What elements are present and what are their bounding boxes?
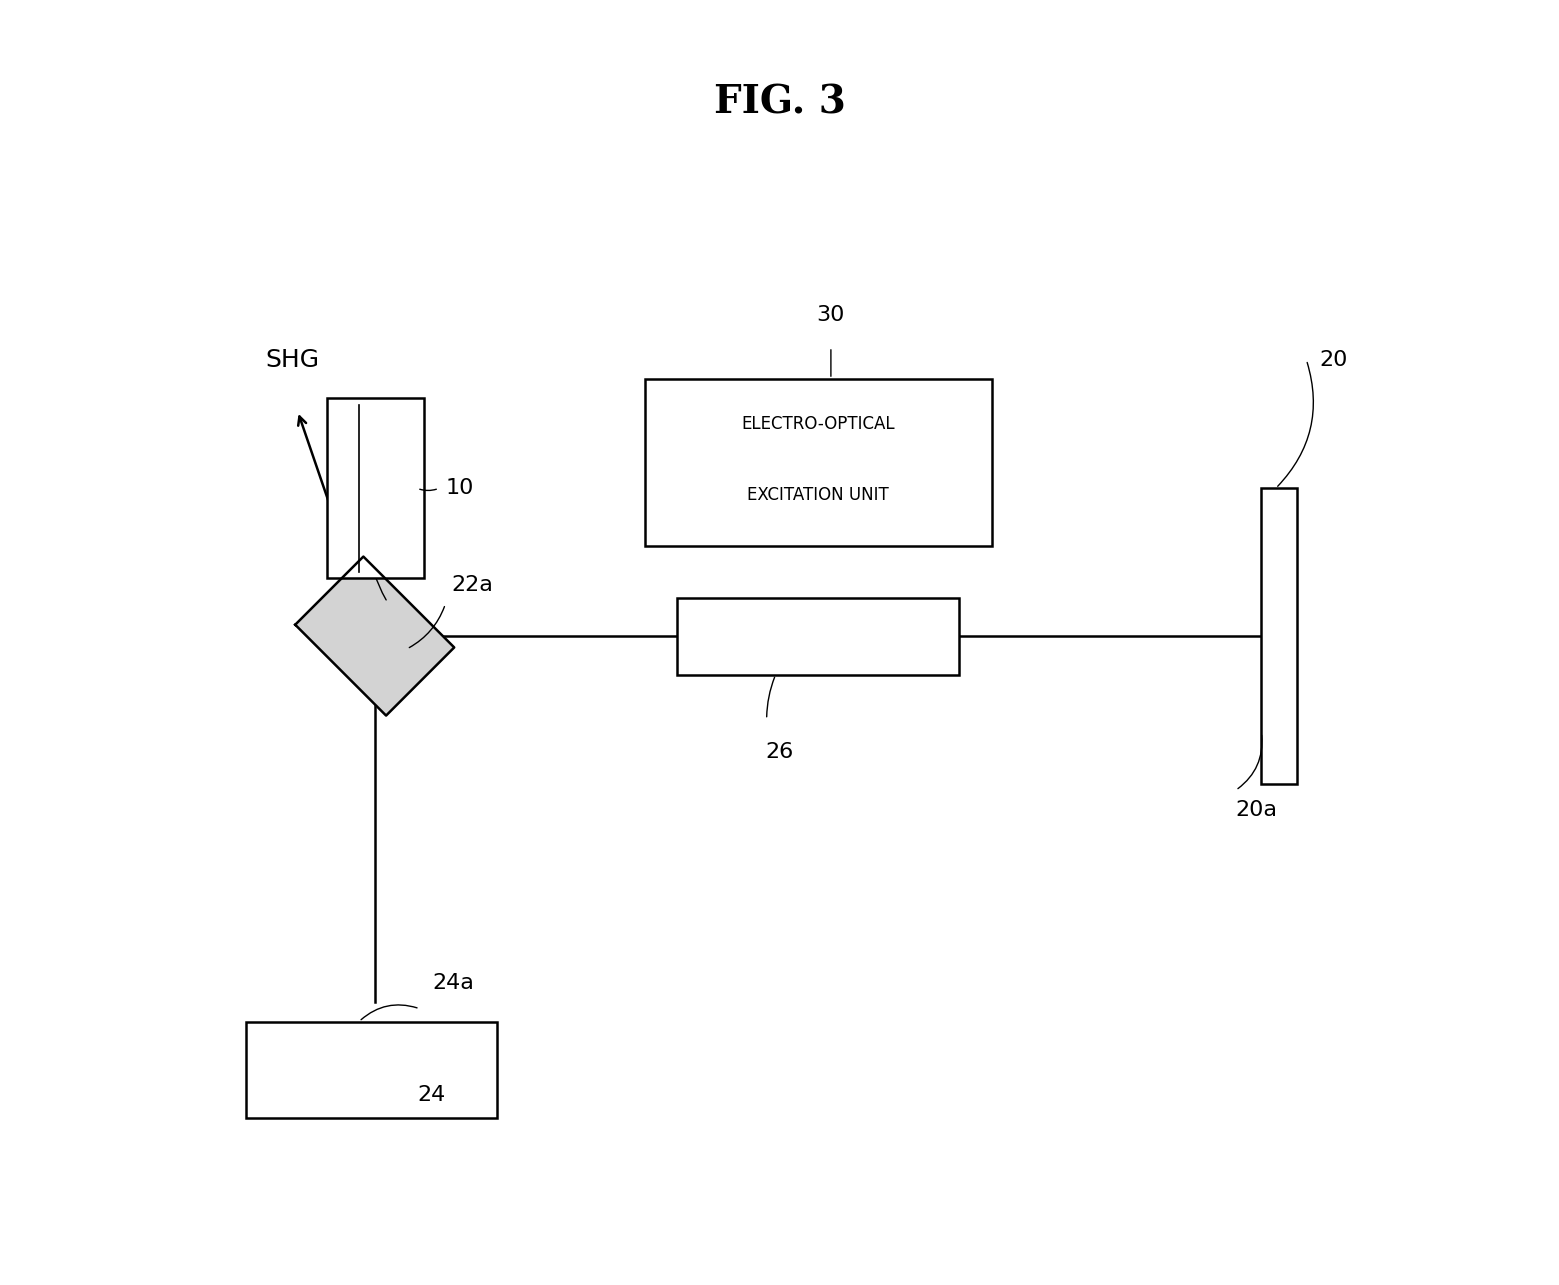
Text: 22: 22 <box>388 446 416 466</box>
Text: 22a: 22a <box>452 574 494 595</box>
Text: 20: 20 <box>1319 350 1347 370</box>
Text: EXCITATION UNIT: EXCITATION UNIT <box>747 486 889 504</box>
Text: 24a: 24a <box>432 973 474 993</box>
Text: SHG: SHG <box>265 348 320 371</box>
Text: 10: 10 <box>446 478 474 499</box>
Text: ELECTRO-OPTICAL: ELECTRO-OPTICAL <box>741 415 895 433</box>
Text: FIG. 3: FIG. 3 <box>714 84 845 122</box>
Bar <box>677 598 959 675</box>
Text: 24: 24 <box>418 1085 446 1105</box>
Bar <box>644 379 992 546</box>
Text: 26: 26 <box>765 741 794 762</box>
Bar <box>327 398 424 578</box>
Bar <box>246 1022 497 1118</box>
Bar <box>1261 488 1297 784</box>
Text: 30: 30 <box>817 305 845 325</box>
Polygon shape <box>295 556 454 716</box>
Text: 20a: 20a <box>1236 799 1278 820</box>
